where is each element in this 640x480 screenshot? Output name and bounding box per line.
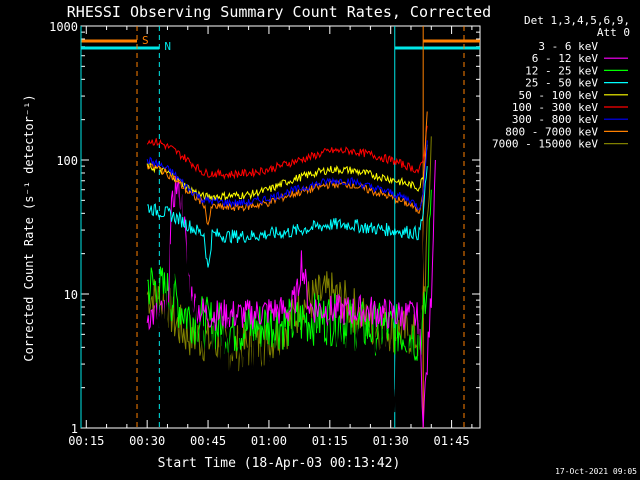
x-tick-label: 01:00 xyxy=(251,434,287,448)
series-line-12-25-keV xyxy=(147,189,432,361)
series-line-6-12-keV xyxy=(146,159,436,429)
series-line-3-6-keV xyxy=(146,149,428,421)
x-tick-label: 01:45 xyxy=(434,434,470,448)
legend-label: 50 - 100 keV xyxy=(519,89,599,102)
legend-header-line: Det 1,3,4,5,6,9, xyxy=(524,14,630,27)
x-tick-label: 01:30 xyxy=(373,434,409,448)
legend-header-line: Att 0 xyxy=(597,26,630,39)
series-line-300-800-keV xyxy=(146,140,428,211)
chart-title: RHESSI Observing Summary Count Rates, Co… xyxy=(67,3,491,21)
timestamp-label: 17-Oct-2021 09:05 xyxy=(555,467,637,476)
legend-label: 3 - 6 keV xyxy=(538,40,598,53)
x-tick-label: 00:15 xyxy=(68,434,104,448)
plot-area: 1 10 100 1000 00:15 00:30 00:45 01:00 01:15 01:30… xyxy=(49,20,481,448)
legend-label: 300 - 800 keV xyxy=(512,113,598,126)
legend-label: 25 - 50 keV xyxy=(525,77,598,90)
legend-label: 100 - 300 keV xyxy=(512,101,598,114)
y-axis-label: Corrected Count Rate (s⁻¹ detector⁻¹) xyxy=(22,94,36,361)
x-tick-label: 00:45 xyxy=(190,434,226,448)
marker-label-n: N xyxy=(164,40,171,53)
legend-label: 12 - 25 keV xyxy=(525,64,598,77)
y-tick-label: 10 xyxy=(64,288,78,302)
marker-label-s: S xyxy=(142,34,149,47)
x-axis-label: Start Time (18-Apr-03 00:13:42) xyxy=(158,456,401,471)
x-tick-label: 01:15 xyxy=(312,434,348,448)
series-line-100-300-keV xyxy=(146,125,428,180)
series-line-25-50-keV xyxy=(147,166,428,268)
y-tick-label: 1000 xyxy=(49,20,78,34)
legend-label: 800 - 7000 keV xyxy=(505,125,598,138)
legend-label: 6 - 12 keV xyxy=(532,52,599,65)
y-tick-label: 100 xyxy=(56,154,78,168)
y-tick-label: 1 xyxy=(71,422,78,436)
series-line-50-100-keV xyxy=(146,144,428,202)
x-tick-label: 00:30 xyxy=(129,434,165,448)
legend-label: 7000 - 15000 keV xyxy=(492,138,598,151)
